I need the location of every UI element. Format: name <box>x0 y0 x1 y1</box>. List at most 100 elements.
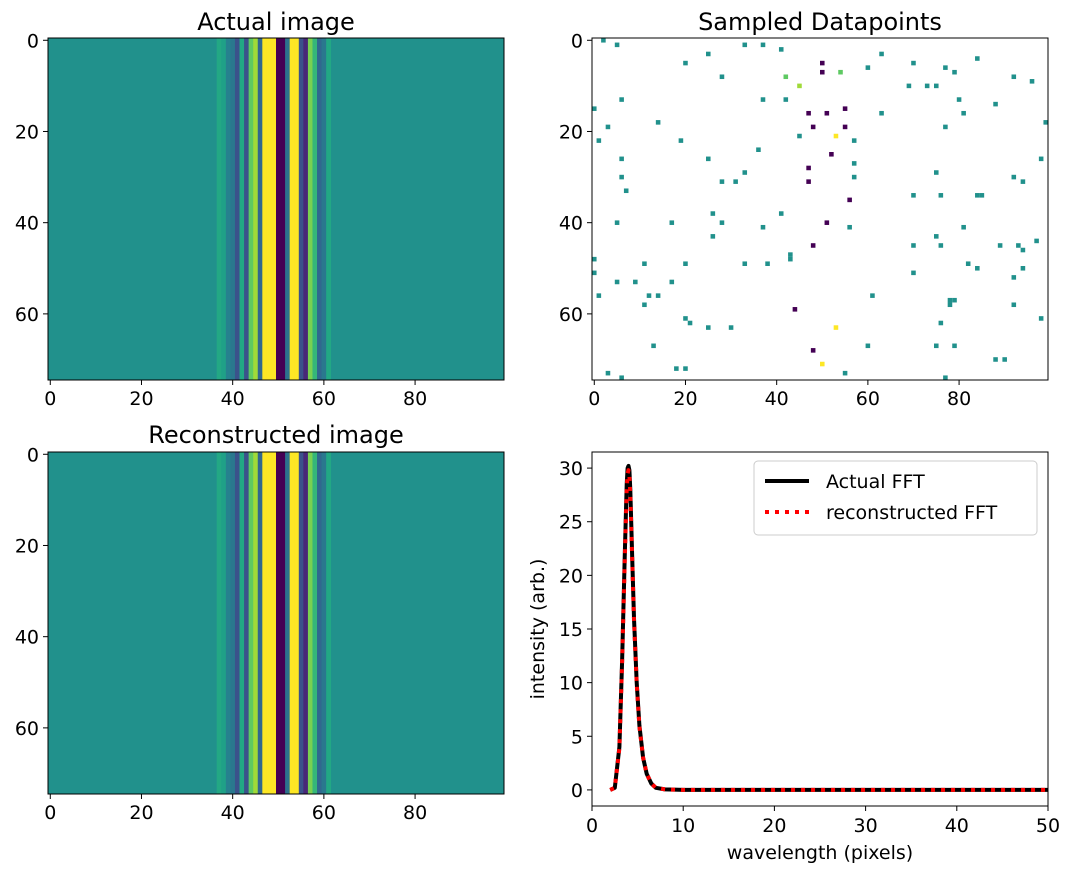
x-tick-label: 40 <box>945 815 969 837</box>
heatmap-column <box>317 452 322 794</box>
sample-point <box>911 60 916 66</box>
sample-point <box>842 370 848 376</box>
heatmap-column <box>225 452 231 794</box>
heatmap-column <box>276 38 281 380</box>
heatmap-column <box>294 38 300 380</box>
legend-reconstructed-fft-label: reconstructed FFT <box>826 502 998 524</box>
sample-point <box>847 197 852 203</box>
y-tick-label: 40 <box>559 213 583 235</box>
sample-point <box>842 106 848 111</box>
sample-point <box>952 297 957 303</box>
sample-point <box>742 170 748 175</box>
sample-point <box>619 97 624 102</box>
sample-point <box>865 343 871 349</box>
x-tick-label: 0 <box>588 388 600 410</box>
sample-point <box>943 124 948 130</box>
sample-point <box>1011 302 1017 308</box>
sample-point <box>979 193 985 198</box>
heatmap-column <box>257 452 263 794</box>
heatmap-column <box>307 452 313 794</box>
sample-point <box>838 69 843 75</box>
sample-point <box>1016 243 1021 248</box>
sample-point <box>961 110 966 116</box>
heatmap-column <box>239 452 245 794</box>
x-tick-label: 20 <box>129 802 153 824</box>
heatmap-column <box>280 38 286 380</box>
sample-point <box>614 220 620 225</box>
actual-image-panel: Actual image 0 20 40 60 80 0 20 40 60 <box>15 8 505 410</box>
heatmap-column <box>303 38 309 380</box>
heatmap-column <box>221 38 227 380</box>
heatmap-column <box>221 452 227 794</box>
sample-point <box>820 361 825 367</box>
sample-point <box>810 124 816 130</box>
heatmap-column <box>289 452 295 794</box>
sample-point <box>614 279 620 285</box>
legend-box <box>753 460 1038 536</box>
y-tick-label: 30 <box>559 458 583 480</box>
sampled-datapoints-frame <box>591 37 1049 381</box>
sample-point <box>642 302 647 308</box>
sample-point <box>592 106 597 111</box>
heatmap-column <box>276 452 281 794</box>
sample-point <box>810 348 816 353</box>
fft-legend: Actual FFT reconstructed FFT <box>753 460 1038 536</box>
sample-point <box>911 243 916 248</box>
sample-point <box>1034 238 1039 244</box>
sample-point <box>669 220 675 225</box>
heatmap-column <box>216 452 222 794</box>
sample-point <box>1020 266 1026 271</box>
sample-point <box>683 316 688 321</box>
heatmap-column <box>294 452 300 794</box>
x-tick-label: 40 <box>221 802 245 824</box>
sample-point <box>993 357 998 362</box>
heatmap-column <box>298 452 304 794</box>
heatmap-column <box>248 38 254 380</box>
sample-point <box>952 343 957 349</box>
sample-point <box>943 65 948 70</box>
x-tick-label: 20 <box>673 388 697 410</box>
sample-point <box>678 138 684 143</box>
sample-point <box>619 156 624 162</box>
sample-point <box>601 38 606 43</box>
sample-point <box>820 69 825 75</box>
sample-point <box>824 110 830 116</box>
sample-point <box>778 211 784 216</box>
y-tick-label: 10 <box>559 673 583 695</box>
x-tick-label: 40 <box>221 388 245 410</box>
sample-point <box>683 60 688 66</box>
sample-point <box>865 65 871 70</box>
sample-point <box>596 293 602 298</box>
sample-point <box>911 270 916 276</box>
sample-point <box>1020 247 1026 253</box>
heatmap-column <box>244 38 249 380</box>
sample-point <box>592 270 597 276</box>
sampled-datapoints-title: Sampled Datapoints <box>698 8 942 36</box>
heatmap-column <box>271 452 277 794</box>
sample-point <box>833 133 839 139</box>
sample-point <box>596 138 602 143</box>
sample-point <box>938 193 944 198</box>
sample-point <box>760 42 766 48</box>
y-tick-label: 60 <box>559 304 583 326</box>
sample-point <box>642 261 647 266</box>
fft-plot-ticks: 0 10 20 30 40 50 0 5 10 15 20 25 30 <box>559 458 1060 837</box>
sample-point <box>961 224 966 230</box>
sample-point <box>605 124 611 130</box>
heatmap-column <box>262 38 268 380</box>
sample-point <box>788 256 793 262</box>
heatmap-column <box>321 452 327 794</box>
sampled-datapoints-background <box>592 38 1048 380</box>
sample-point <box>1002 357 1007 362</box>
heatmap-column <box>262 452 268 794</box>
heatmap-column <box>285 38 290 380</box>
sample-point <box>646 293 652 298</box>
y-tick-label: 0 <box>571 780 583 802</box>
reconstructed-image-heatmap <box>48 452 504 794</box>
x-tick-label: 80 <box>947 388 971 410</box>
sample-point <box>1043 120 1048 125</box>
x-tick-label: 80 <box>403 802 427 824</box>
y-tick-label: 25 <box>559 512 583 534</box>
sampled-datapoints-ticks: 0 20 40 60 80 0 20 40 60 <box>559 30 971 410</box>
heatmap-column <box>257 38 263 380</box>
